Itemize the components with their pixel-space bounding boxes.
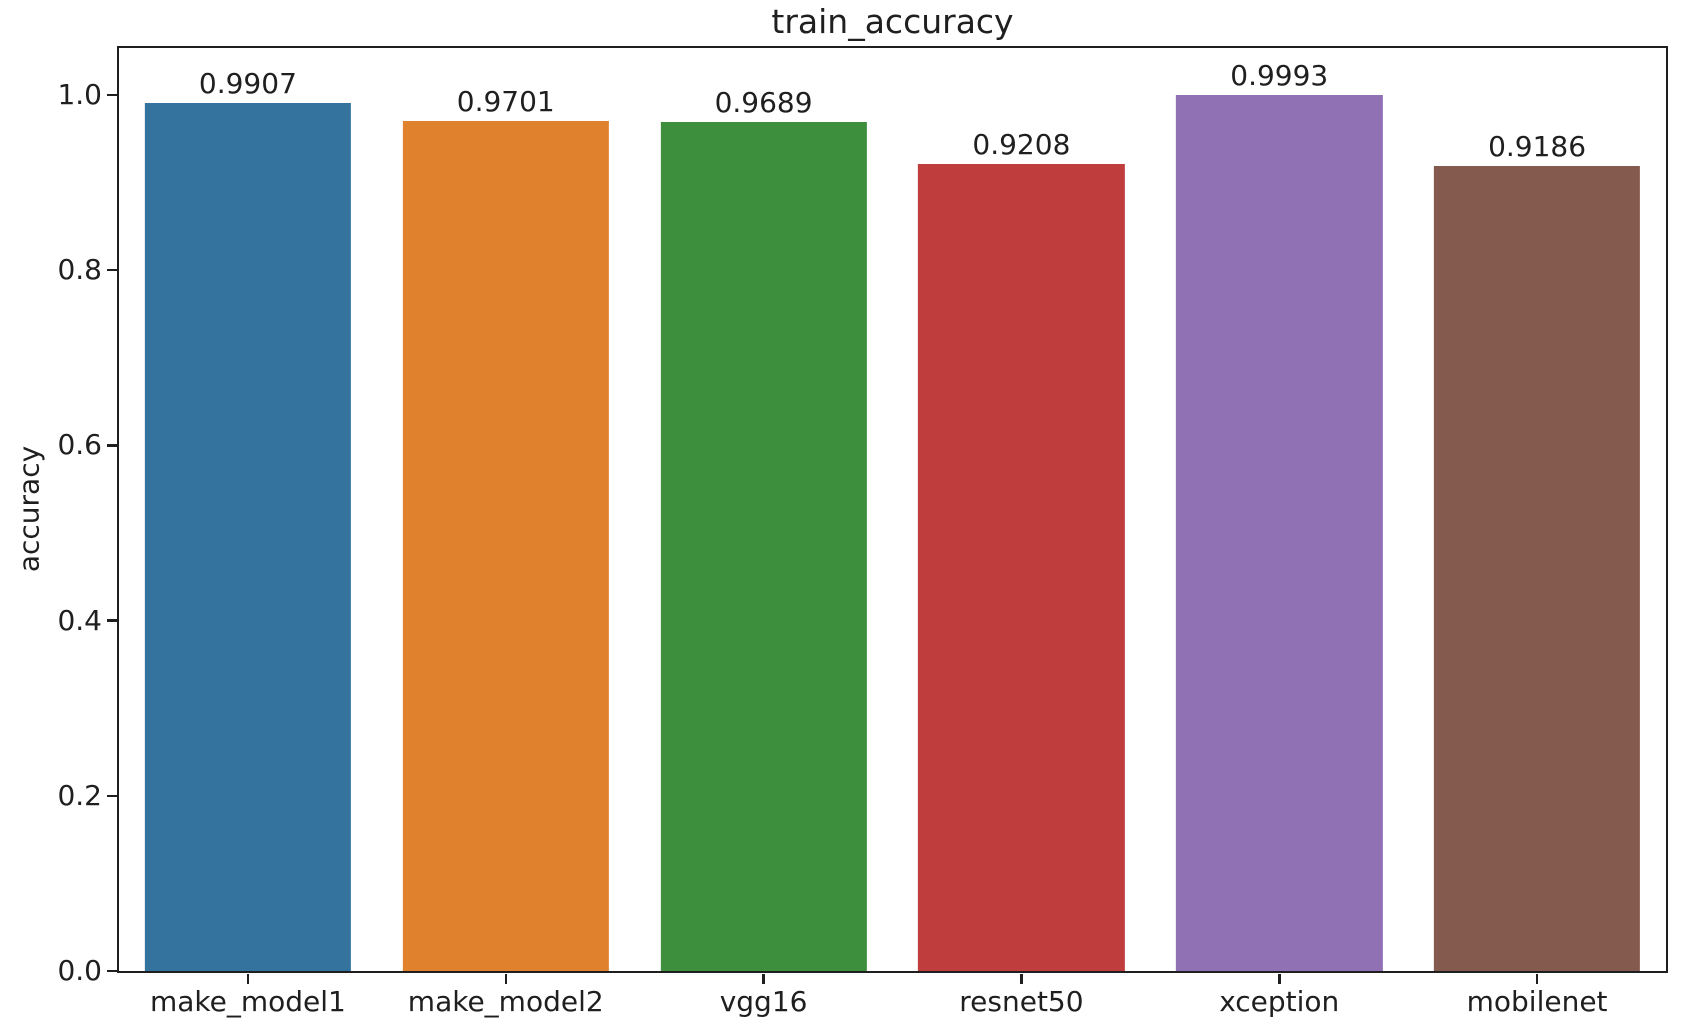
x-tick-mark: [246, 973, 250, 984]
y-tick-mark: [106, 268, 117, 272]
y-tick-label: 0.4: [57, 603, 102, 637]
y-tick-label: 1.0: [57, 77, 102, 111]
y-tick-label: 0.6: [57, 428, 102, 462]
y-tick-mark: [106, 619, 117, 622]
bar-value-label: 0.9689: [714, 86, 813, 120]
x-tick-label: resnet50: [959, 985, 1084, 1018]
y-axis-label: accuracy: [12, 445, 46, 573]
bar-mobilenet: 0.9186: [1433, 133, 1641, 971]
bar-value-label: 0.9993: [1230, 59, 1329, 93]
x-tick-label: make_model2: [407, 985, 604, 1018]
bar-value-label: 0.9701: [456, 85, 555, 118]
bar-value-label: 0.9907: [198, 66, 297, 100]
bar-xception: 0.9993: [1176, 62, 1383, 971]
y-tick-mark: [106, 969, 117, 973]
bar-make_model2: 0.9701: [402, 88, 609, 971]
bar-value-label: 0.9186: [1488, 130, 1587, 164]
bar-value-label: 0.9208: [972, 128, 1071, 162]
y-tick-mark: [106, 93, 117, 97]
x-tick-mark: [1278, 973, 1281, 984]
chart-title: train_accuracy: [771, 2, 1014, 41]
x-tick-mark: [504, 973, 507, 984]
x-tick-mark: [762, 973, 765, 984]
y-tick-mark: [106, 794, 117, 798]
y-tick-label: 0.2: [57, 778, 102, 812]
bar-make_model1: 0.9907: [144, 69, 352, 971]
x-tick-label: vgg16: [719, 985, 808, 1018]
x-tick-label: xception: [1219, 985, 1340, 1018]
x-tick-mark: [1020, 973, 1023, 984]
bar-vgg16: 0.9689: [660, 89, 867, 971]
y-tick-label: 0.0: [57, 954, 102, 987]
plot-area: 0.0 0.2 0.4 0.6 0.8 1.0 0.9907 make_model1 0.970…: [57, 46, 1668, 1017]
y-tick-mark: [106, 444, 117, 447]
x-tick-mark: [1535, 973, 1539, 984]
y-tick-label: 0.8: [57, 253, 102, 287]
bar-resnet50: 0.9208: [918, 131, 1125, 971]
x-tick-label: make_model1: [149, 985, 346, 1018]
x-tick-label: mobilenet: [1466, 985, 1608, 1018]
